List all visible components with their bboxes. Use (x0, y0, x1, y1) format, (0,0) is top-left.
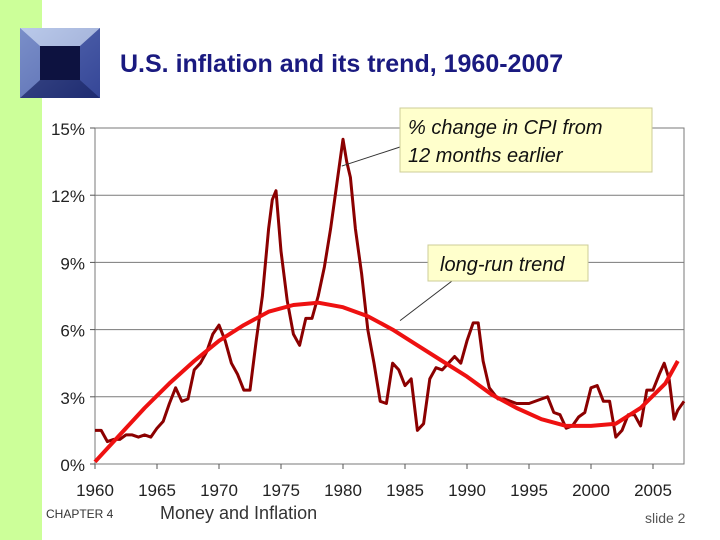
y-tick-label: 0% (60, 456, 85, 475)
chapter-subject: Money and Inflation (160, 503, 318, 523)
callout-text: % change in CPI from (408, 117, 603, 139)
y-tick-label: 3% (60, 389, 85, 408)
y-tick-label: 15% (51, 120, 85, 139)
callout-leader (341, 146, 401, 167)
callout-leader (399, 280, 453, 322)
x-tick-label: 1965 (138, 481, 176, 500)
y-tick-label: 12% (51, 187, 85, 206)
chapter-label: CHAPTER 4 (46, 507, 114, 521)
window-logo (20, 28, 100, 98)
callout-text: 12 months earlier (408, 145, 564, 167)
y-tick-label: 9% (60, 254, 85, 273)
x-tick-label: 1995 (510, 481, 548, 500)
callout-box (427, 244, 589, 282)
x-tick-label: 1970 (200, 481, 238, 500)
x-tick-label: 1975 (262, 481, 300, 500)
plot-area (94, 127, 685, 465)
callout-box (399, 107, 653, 173)
x-tick-label: 2005 (634, 481, 672, 500)
x-tick-label: 1980 (324, 481, 362, 500)
x-tick-label: 2000 (572, 481, 610, 500)
trend-line (93, 300, 680, 464)
slide-title: U.S. inflation and its trend, 1960-2007 (120, 50, 564, 78)
slide-number: slide 2 (645, 510, 686, 526)
callout-text: long-run trend (440, 254, 565, 276)
cpi-inflation-line (95, 137, 686, 444)
x-tick-label: 1990 (448, 481, 486, 500)
y-tick-label: 6% (60, 322, 85, 341)
x-tick-label: 1960 (76, 481, 114, 500)
x-tick-label: 1985 (386, 481, 424, 500)
